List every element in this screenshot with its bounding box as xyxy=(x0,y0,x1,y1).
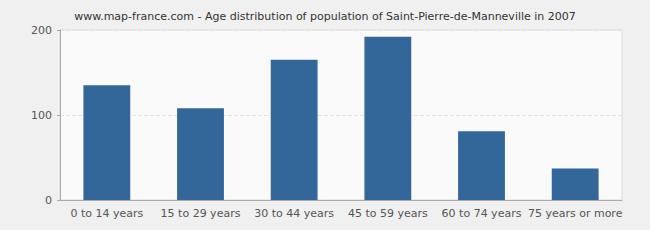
svg-text:15 to 29 years: 15 to 29 years xyxy=(161,207,241,220)
svg-text:60 to 74 years: 60 to 74 years xyxy=(442,207,522,220)
svg-text:30 to 44 years: 30 to 44 years xyxy=(254,207,334,220)
svg-text:0: 0 xyxy=(45,194,52,207)
svg-text:45 to 59 years: 45 to 59 years xyxy=(348,207,428,220)
svg-text:0 to 14 years: 0 to 14 years xyxy=(70,207,143,220)
svg-text:75 years or more: 75 years or more xyxy=(528,207,623,220)
svg-text:100: 100 xyxy=(31,109,52,122)
svg-text:200: 200 xyxy=(31,24,52,37)
svg-text:www.map-france.com - Age distr: www.map-france.com - Age distribution of… xyxy=(74,10,576,23)
